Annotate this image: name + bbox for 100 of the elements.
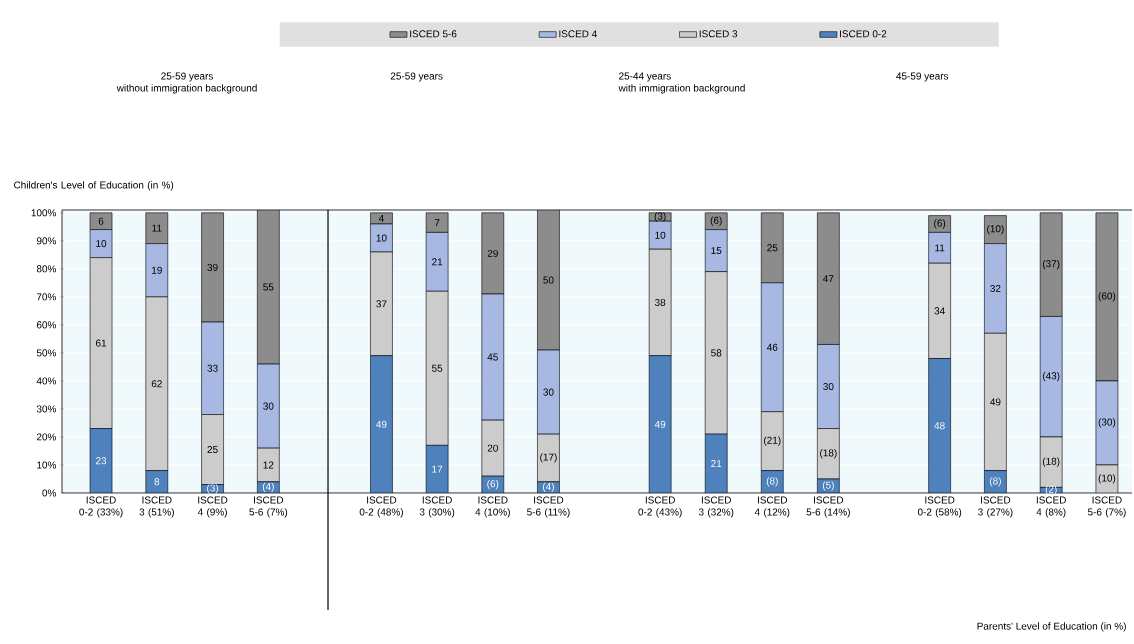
bar: [704, 433, 728, 493]
x-tick-label: ISCED 5-6 (14%): [806, 496, 850, 518]
x-tick-label: ISCED 4 (10%): [475, 496, 510, 518]
data-label: 10: [376, 234, 387, 242]
chart-title: 45-59 years: [896, 72, 949, 82]
data-label: 58: [711, 349, 722, 357]
x-tick-label: ISCED 5-6 (7%): [1087, 496, 1126, 518]
data-label: (18): [820, 449, 837, 459]
y-tick-label: 30%: [36, 405, 57, 413]
data-label: (17): [540, 453, 557, 463]
data-label: (5): [822, 481, 834, 491]
x-tick-label: ISCED 0-2 (58%): [917, 496, 962, 518]
legend-label: ISCED 3: [699, 30, 738, 38]
x-axis-title: Parents' Level of Education (in %): [977, 622, 1126, 632]
data-label: (4): [262, 482, 274, 493]
data-label: (6): [934, 219, 946, 229]
x-tick-label: ISCED 4 (12%): [754, 496, 790, 518]
data-label: 37: [376, 300, 387, 308]
data-label: 39: [207, 263, 218, 271]
x-tick-label: ISCED 0-2 (33%): [79, 496, 123, 518]
data-label: 46: [766, 343, 778, 351]
data-label: 33: [207, 364, 218, 372]
data-label: 4: [378, 214, 384, 222]
chart-title: 25-44 years: [619, 72, 671, 82]
x-tick-label: ISCED 5-6 (11%): [527, 496, 570, 518]
data-label: 23: [96, 457, 107, 465]
x-tick-label: ISCED 5-6 (7%): [249, 496, 288, 518]
data-label: (8): [766, 477, 778, 487]
bar: [257, 209, 280, 365]
data-label: 25: [767, 244, 778, 252]
data-label: (60): [1098, 292, 1116, 302]
data-label: (10): [1098, 474, 1116, 484]
data-label: 15: [711, 247, 722, 255]
data-label: (18): [1042, 457, 1060, 467]
x-tick-label: ISCED 4 (8%): [1036, 496, 1066, 518]
data-label: (10): [987, 224, 1004, 235]
y-axis-title: Children's Level of Education (in %): [14, 181, 174, 191]
data-label: 10: [655, 231, 666, 239]
bar: [984, 332, 1007, 471]
y-tick-label: 70%: [36, 293, 57, 301]
chart-title: 25-59 years: [161, 72, 213, 82]
data-label: 47: [823, 275, 834, 283]
x-tick-label: ISCED 4 (9%): [197, 496, 228, 518]
data-label: 30: [823, 382, 834, 391]
data-label: (6): [487, 479, 499, 490]
data-label: 30: [543, 388, 554, 396]
data-label: (4): [542, 482, 554, 493]
data-label: (30): [1098, 418, 1116, 428]
data-label: 7: [434, 219, 440, 227]
data-label: (3): [654, 212, 666, 222]
data-label: 61: [96, 339, 107, 347]
data-label: 49: [376, 420, 387, 428]
data-label: 29: [487, 249, 498, 257]
legend-label: ISCED 4: [559, 30, 597, 38]
data-label: 11: [935, 244, 945, 252]
data-label: 11: [152, 224, 162, 232]
y-tick-label: 60%: [36, 321, 57, 329]
data-label: 19: [152, 266, 162, 274]
data-label: (43): [1042, 372, 1060, 382]
data-label: (37): [1042, 259, 1060, 270]
y-tick-label: 90%: [36, 237, 57, 245]
bar: [928, 262, 951, 359]
data-label: 48: [934, 422, 945, 430]
x-tick-label: ISCED 0-2 (43%): [638, 496, 682, 518]
chart-title: 25-59 years: [390, 72, 443, 82]
data-label: 10: [96, 240, 107, 248]
chart-subtitle: without immigration background: [116, 84, 257, 94]
data-label: 49: [990, 398, 1001, 406]
x-tick-label: ISCED 0-2 (48%): [359, 496, 403, 518]
legend-label: ISCED 5-6: [410, 30, 457, 38]
data-label: 55: [431, 364, 443, 372]
data-label: (3): [207, 484, 219, 494]
x-tick-label: ISCED 3 (32%): [698, 496, 734, 518]
data-label: 32: [990, 284, 1001, 292]
data-label: 21: [432, 258, 443, 266]
data-label: (8): [989, 477, 1001, 487]
data-label: 50: [543, 276, 554, 284]
y-tick-label: 100%: [31, 209, 57, 217]
data-label: 17: [432, 465, 443, 473]
data-label: (21): [764, 436, 781, 446]
data-label: 55: [263, 283, 274, 291]
data-label: 34: [934, 307, 945, 315]
bar: [201, 212, 224, 323]
data-label: 12: [263, 461, 274, 469]
x-tick-label: ISCED 3 (27%): [978, 496, 1013, 518]
bar: [648, 355, 672, 493]
x-tick-label: ISCED 3 (51%): [139, 496, 174, 518]
data-label: 6: [98, 217, 104, 225]
data-label: 8: [154, 478, 160, 486]
data-label: 62: [151, 380, 162, 388]
data-label: 21: [711, 460, 722, 468]
y-tick-label: 0%: [42, 489, 57, 497]
y-tick-label: 40%: [36, 377, 57, 385]
data-label: 38: [654, 298, 666, 306]
data-label: (6): [710, 216, 722, 226]
y-tick-label: 50%: [36, 349, 57, 357]
y-tick-label: 20%: [36, 433, 57, 441]
chart-subtitle: with immigration background: [618, 84, 745, 94]
data-label: 49: [654, 420, 666, 428]
data-label: 20: [487, 444, 498, 452]
